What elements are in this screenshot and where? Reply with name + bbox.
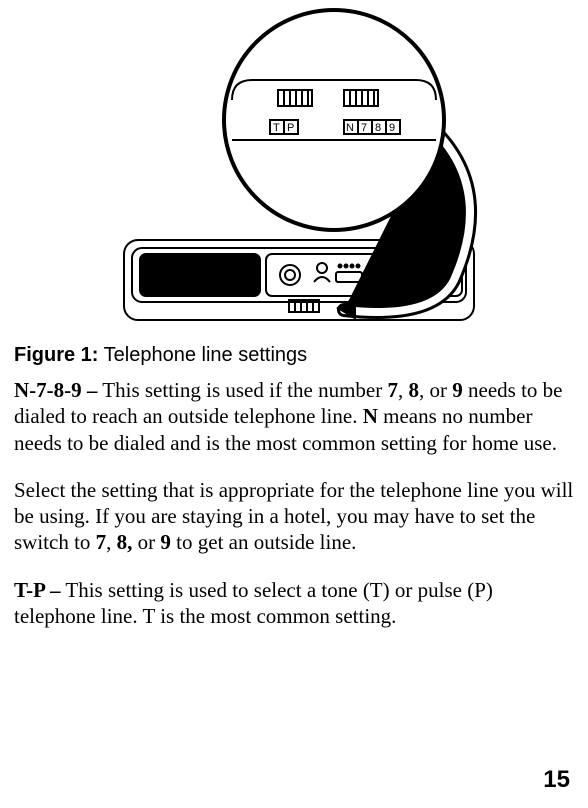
zoom-label-9: 9 [389, 122, 395, 134]
paragraph-select: Select the setting that is appropriate f… [14, 477, 574, 556]
paragraph-tp: T-P – This setting is used to select a t… [14, 577, 574, 630]
zoom-label-N: N [346, 122, 354, 134]
page-number: 15 [543, 766, 570, 794]
svg-text:+○: +○ [148, 287, 158, 296]
device-brand-text: Medtronic [148, 265, 187, 274]
paragraph-n789: N-7-8-9 – This setting is used if the nu… [14, 377, 574, 456]
zoom-label-T: T [273, 122, 280, 134]
figure-caption-text: Telephone line settings [104, 344, 307, 366]
figure-illustration: Medtronic MEDTRONIC CARELINK MONITOR +○ [14, 0, 574, 340]
zoom-label-7: 7 [361, 122, 367, 134]
device-subtitle-text: MEDTRONIC CARELINK MONITOR [148, 278, 222, 283]
figure-caption: Figure 1: Telephone line settings [14, 344, 574, 367]
figure-label: Figure 1: [14, 344, 98, 366]
zoom-label-P: P [287, 122, 294, 134]
zoom-label-8: 8 [375, 122, 381, 134]
